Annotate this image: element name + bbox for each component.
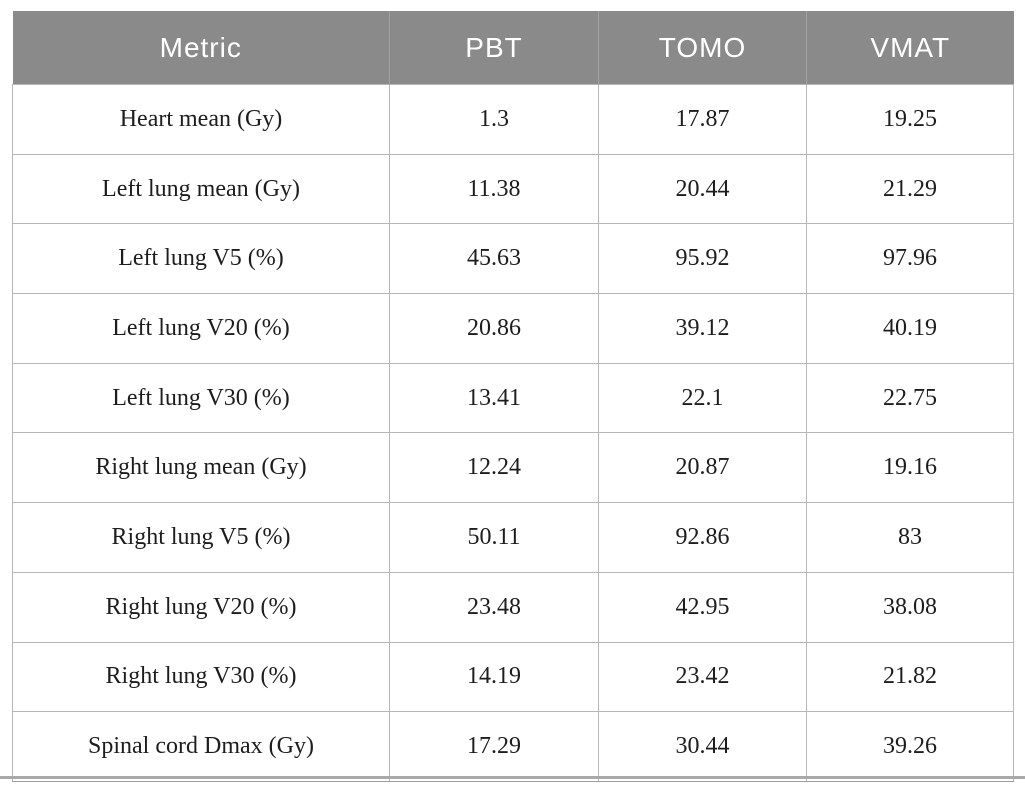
pbt-value: 50.11 — [389, 502, 599, 573]
metric-label: Right lung V5 (%) — [12, 502, 390, 573]
metric-label: Right lung V20 (%) — [12, 571, 390, 643]
metric-label: Left lung V20 (%) — [12, 293, 390, 364]
header-cell-vmat: VMAT — [806, 11, 1014, 85]
table-row: Right lung V5 (%) 50.11 92.86 83 — [12, 502, 1014, 573]
vmat-value: 38.08 — [806, 571, 1014, 643]
tomo-value: 95.92 — [598, 223, 807, 295]
vmat-value: 83 — [806, 502, 1014, 573]
table-row: Left lung mean (Gy) 11.38 20.44 21.29 — [12, 153, 1014, 225]
tomo-value: 20.87 — [598, 432, 807, 504]
table-row: Right lung V20 (%) 23.48 42.95 38.08 — [12, 571, 1014, 643]
pbt-value: 17.29 — [389, 711, 599, 782]
table-row: Spinal cord Dmax (Gy) 17.29 30.44 39.26 — [12, 711, 1014, 782]
metric-label: Heart mean (Gy) — [12, 84, 390, 155]
table-header-row: Metric PBT TOMO VMAT — [12, 11, 1014, 85]
tomo-value: 92.86 — [598, 502, 807, 573]
vmat-value: 22.75 — [806, 362, 1014, 434]
pbt-value: 14.19 — [389, 641, 599, 713]
pbt-value: 45.63 — [389, 223, 599, 295]
dose-metrics-table-container: Metric PBT TOMO VMAT Heart mean (Gy) 1.3… — [12, 11, 1014, 782]
vmat-value: 21.29 — [806, 153, 1014, 225]
header-cell-metric: Metric — [12, 11, 390, 85]
vmat-value: 39.26 — [806, 711, 1014, 782]
table-row: Right lung mean (Gy) 12.24 20.87 19.16 — [12, 432, 1014, 504]
pbt-value: 13.41 — [389, 362, 599, 434]
tomo-value: 39.12 — [598, 293, 807, 364]
metric-label: Left lung mean (Gy) — [12, 153, 390, 225]
metric-label: Right lung mean (Gy) — [12, 432, 390, 504]
tomo-value: 17.87 — [598, 84, 807, 155]
figure-bottom-rule — [0, 776, 1025, 779]
pbt-value: 11.38 — [389, 153, 599, 225]
vmat-value: 21.82 — [806, 641, 1014, 713]
header-cell-pbt: PBT — [389, 11, 599, 85]
vmat-value: 19.25 — [806, 84, 1014, 155]
pbt-value: 23.48 — [389, 571, 599, 643]
header-cell-tomo: TOMO — [598, 11, 807, 85]
tomo-value: 22.1 — [598, 362, 807, 434]
metric-label: Left lung V30 (%) — [12, 362, 390, 434]
vmat-value: 97.96 — [806, 223, 1014, 295]
table-row: Left lung V20 (%) 20.86 39.12 40.19 — [12, 293, 1014, 364]
tomo-value: 20.44 — [598, 153, 807, 225]
pbt-value: 20.86 — [389, 293, 599, 364]
dose-metrics-table: Metric PBT TOMO VMAT Heart mean (Gy) 1.3… — [12, 11, 1014, 782]
table-row: Heart mean (Gy) 1.3 17.87 19.25 — [12, 84, 1014, 155]
metric-label: Right lung V30 (%) — [12, 641, 390, 713]
pbt-value: 12.24 — [389, 432, 599, 504]
tomo-value: 23.42 — [598, 641, 807, 713]
tomo-value: 30.44 — [598, 711, 807, 782]
metric-label: Spinal cord Dmax (Gy) — [12, 711, 390, 782]
tomo-value: 42.95 — [598, 571, 807, 643]
table-row: Left lung V30 (%) 13.41 22.1 22.75 — [12, 362, 1014, 434]
table-row: Right lung V30 (%) 14.19 23.42 21.82 — [12, 641, 1014, 713]
vmat-value: 19.16 — [806, 432, 1014, 504]
metric-label: Left lung V5 (%) — [12, 223, 390, 295]
table-row: Left lung V5 (%) 45.63 95.92 97.96 — [12, 223, 1014, 295]
vmat-value: 40.19 — [806, 293, 1014, 364]
pbt-value: 1.3 — [389, 84, 599, 155]
